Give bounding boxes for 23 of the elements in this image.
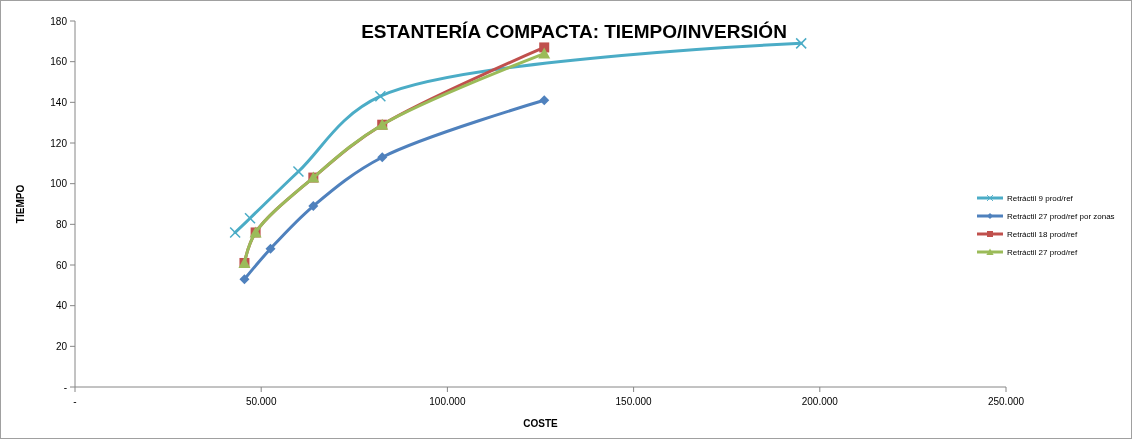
y-tick-label: - [63, 381, 67, 393]
y-tick-label: 120 [50, 137, 68, 149]
legend-label: Retráctil 18 prod/ref [1007, 229, 1079, 239]
x-tick-label: 150.000 [615, 396, 653, 407]
y-tick-label: 100 [50, 178, 68, 190]
x-tick-label: 100.000 [429, 396, 466, 407]
y-tick-label: 20 [55, 340, 68, 352]
y-tick-label: 60 [55, 259, 68, 271]
y-tick-label: 180 [50, 15, 68, 27]
legend-label: Retráctil 9 prod/ref [1007, 193, 1074, 203]
y-tick-label: 140 [50, 96, 68, 108]
y-tick-label: 80 [55, 218, 68, 230]
x-axis-title: COSTE [523, 418, 559, 429]
legend-label: Retráctil 27 prod/ref por zonas [1007, 211, 1115, 221]
x-tick-label: 200.000 [801, 396, 839, 407]
y-tick-label: 40 [55, 300, 68, 312]
x-tick-label: - [73, 396, 77, 407]
x-tick-label: 250.000 [987, 396, 1025, 407]
x-tick-label: 50.000 [245, 396, 277, 407]
legend-label: Retráctil 27 prod/ref [1007, 247, 1079, 257]
y-tick-label: 160 [50, 56, 68, 68]
y-axis-title: TIEMPO [15, 184, 26, 224]
chart-title: ESTANTERÍA COMPACTA: TIEMPO/INVERSIÓN [361, 21, 787, 42]
